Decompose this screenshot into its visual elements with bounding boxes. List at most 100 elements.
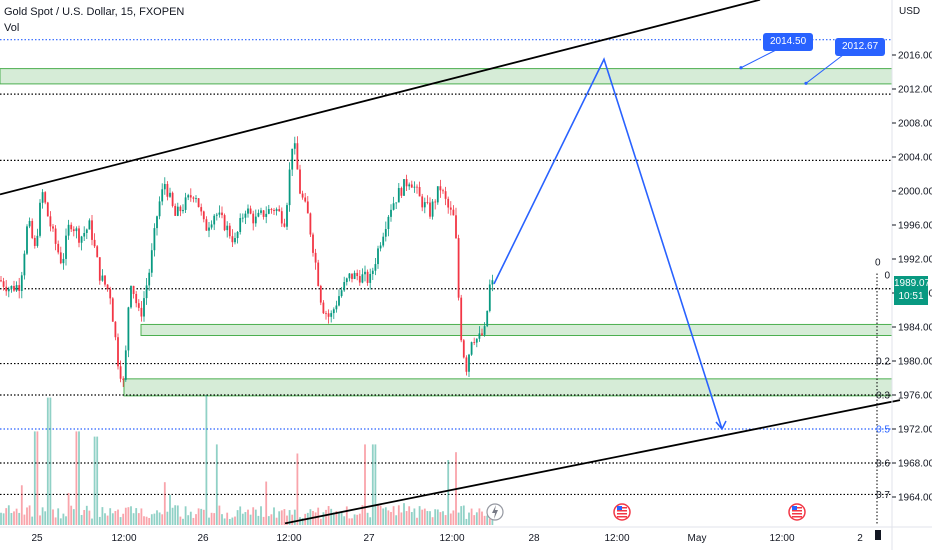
candle-body: [88, 220, 91, 230]
candle: [465, 355, 468, 376]
candle-body: [91, 220, 93, 240]
candle-body: [473, 342, 476, 343]
candle-body: [288, 169, 291, 206]
candle: [429, 197, 431, 219]
candle: [218, 205, 221, 218]
us-flag-icon: [788, 503, 806, 521]
us-flag-stripe: [617, 513, 627, 515]
volume-bar: [57, 508, 60, 525]
volume-bar: [416, 517, 418, 525]
candle: [62, 253, 65, 270]
candle: [293, 136, 296, 155]
us-flag-stripe: [617, 516, 627, 518]
candle: [122, 376, 125, 387]
candle: [202, 210, 205, 223]
candle: [439, 179, 442, 198]
volume-bar: [137, 513, 140, 525]
volume-bar: [221, 514, 223, 525]
callout-label-2[interactable]: 2012.67: [835, 38, 886, 56]
price-tick-label: 1992.00: [898, 255, 932, 266]
candle-body: [218, 212, 221, 215]
candle-body: [156, 216, 158, 229]
volume-bar: [148, 517, 151, 525]
candle: [0, 275, 2, 283]
candle: [78, 225, 80, 248]
candle: [340, 287, 343, 298]
candle: [208, 221, 210, 238]
candle: [231, 229, 234, 247]
volume-bar: [18, 512, 21, 525]
volume-bar: [124, 507, 127, 525]
candle: [31, 218, 34, 240]
volume-bar: [130, 506, 132, 525]
volume-bar: [348, 518, 351, 525]
candle-body: [465, 357, 468, 372]
volume-bar: [15, 508, 18, 525]
candle-body: [161, 189, 164, 202]
candle: [241, 213, 244, 223]
candle-body: [403, 179, 405, 196]
candle: [111, 297, 114, 322]
volume-bar: [475, 512, 478, 525]
candle: [431, 198, 434, 220]
candle-body: [257, 212, 260, 217]
volume-bar: [174, 505, 177, 525]
volume-bar: [280, 510, 283, 525]
candle: [280, 207, 283, 227]
candle: [182, 204, 184, 214]
volume-bar: [270, 514, 273, 525]
volume-bar: [286, 515, 288, 525]
candle-body: [356, 272, 359, 277]
volume-bar: [44, 511, 47, 525]
us-flag-stripe: [792, 510, 802, 512]
candle: [486, 310, 489, 328]
candle: [85, 228, 88, 240]
candle: [28, 217, 31, 229]
fib-label: 0.7: [876, 490, 890, 501]
candle: [488, 279, 491, 313]
candle-body: [374, 264, 377, 271]
candle-body: [148, 272, 151, 286]
candle-body: [351, 273, 353, 279]
candle-body: [80, 236, 83, 243]
candle-body: [293, 143, 296, 149]
candle-body: [135, 293, 138, 304]
volume-bar: [208, 517, 210, 525]
volume-bar: [345, 506, 348, 525]
volume-bar: [265, 481, 268, 525]
candle-body: [462, 340, 465, 358]
volume-bar: [143, 516, 145, 525]
candle-body: [429, 202, 431, 217]
candle: [114, 321, 117, 341]
candle-body: [41, 192, 44, 203]
price-tick-label: 1980.00: [898, 357, 932, 368]
candle-body: [335, 305, 338, 310]
price-tick-label: 1964.00: [898, 493, 932, 504]
candle: [254, 209, 257, 227]
volume-bar: [132, 513, 135, 525]
candles: [0, 136, 494, 387]
volume-bar: [169, 494, 171, 525]
callout-connector-0: [740, 49, 777, 69]
channel-line-1: [284, 399, 901, 525]
price-tick-label: 2012.00: [898, 85, 932, 96]
candle: [306, 196, 309, 214]
volume-bar: [153, 513, 156, 525]
candle: [213, 213, 216, 231]
candle-body: [379, 245, 382, 249]
callout-label-1[interactable]: 2014.50: [763, 33, 814, 51]
candle-body: [93, 239, 96, 247]
volume-bar: [106, 515, 109, 525]
candle-body: [179, 206, 182, 212]
event-icons: [486, 503, 806, 521]
candle: [132, 285, 135, 299]
candle-body: [410, 184, 413, 188]
candle-body: [286, 205, 288, 227]
candle: [426, 195, 429, 205]
currency-unit[interactable]: USD: [899, 6, 921, 17]
candle-body: [174, 205, 177, 216]
volume-bar: [247, 509, 249, 525]
price-tick-label: 1972.00: [898, 425, 932, 436]
